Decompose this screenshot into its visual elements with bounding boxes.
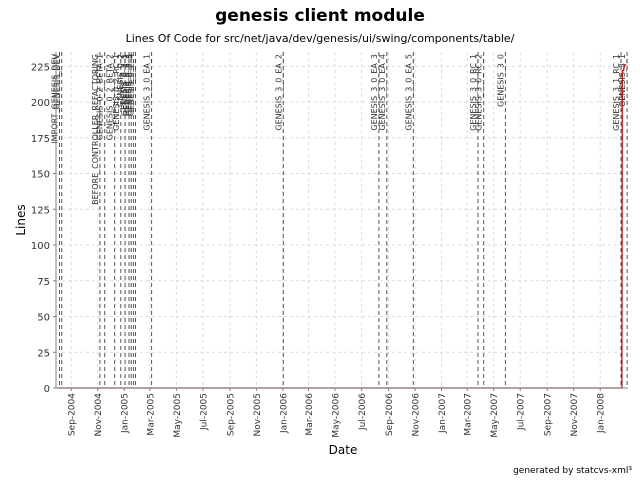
y-tick-label: 75 (37, 277, 50, 288)
annotation-label: GENESIS_0_2_RC_1 (112, 54, 121, 131)
x-tick-label: Jan-2007 (438, 393, 448, 434)
annotation-label: GENESIS_3_0_EA_1 (143, 54, 152, 131)
y-tick-label: 150 (31, 170, 50, 181)
annotation-label: IMPORT_GENESIS_DEV (51, 53, 60, 143)
annotation-label: BEFORE_CONTROLLER_REFACTORING (91, 54, 100, 205)
annotation-label: GENESIS_3_1_RC_1 (612, 54, 621, 131)
y-tick-label: 0 (44, 384, 50, 395)
annotation-label: GENESIS_0_2_3 (124, 54, 133, 116)
annotation-label: GENESIS_0_2_1 (120, 54, 129, 116)
x-tick-label: Mar-2005 (146, 393, 156, 436)
x-tick-label: Sep-2004 (68, 393, 78, 436)
annotation-label: GENESIS_3_0_RC_2 (475, 54, 484, 131)
annotation-label: GENESIS_0_2_4 (127, 54, 136, 116)
x-tick-label: Jan-2006 (279, 393, 289, 434)
y-tick-label: 25 (37, 348, 50, 359)
grid (56, 52, 628, 389)
y-tick-label: 100 (31, 241, 50, 252)
y-tick-label: 225 (31, 62, 50, 73)
annotation-label: GENESIS_3_0_EA_3 (370, 54, 379, 131)
x-tick-label: Jan-2008 (597, 393, 607, 434)
annotation-label: GENESIS_3_0 (496, 54, 505, 107)
x-tick-label: Sep-2007 (544, 393, 554, 436)
x-ticks: Sep-2004 Nov-2004 Jan-2005 Mar-2005 May-2005… (68, 388, 607, 438)
annotation-label: GENESIS_3_0_EA_4 (378, 54, 387, 131)
x-tick-label: Mar-2007 (464, 393, 474, 436)
y-tick-label: 125 (31, 205, 50, 216)
x-tick-label: Mar-2006 (305, 393, 315, 436)
x-tick-label: May-2006 (332, 393, 342, 438)
x-tick-label: Nov-2007 (570, 393, 580, 436)
annotation-label: GENESIS_0_2_2 (122, 54, 131, 116)
x-tick-label: May-2007 (490, 393, 500, 438)
x-tick-label: Jan-2005 (121, 393, 131, 434)
annotation-label: GENESIS_DEV (53, 53, 62, 109)
annotation-label: GENESIS_0_2 (116, 54, 125, 107)
y-tick-label: 50 (37, 313, 50, 324)
x-tick-label: May-2005 (173, 393, 183, 438)
x-axis-label: Date (329, 443, 358, 457)
axes (55, 52, 628, 389)
y-axis-label: Lines (14, 204, 28, 235)
annotation-label: GENESIS_0_2_BETA_1 (96, 54, 105, 140)
x-tick-label: Nov-2006 (412, 393, 422, 437)
annotation-label: GENESIS_3_0_RC_1 (469, 54, 478, 131)
y-tick-label: 175 (31, 134, 50, 145)
y-ticks: 0 25 50 75 100 125 150 175 200 225 (31, 62, 56, 395)
x-tick-label: Sep-2005 (226, 393, 236, 436)
x-tick-label: Nov-2004 (94, 393, 104, 437)
annotation-label: GENESIS_3_0_EA_2 (274, 54, 283, 131)
y-tick-label: 200 (31, 98, 50, 109)
x-tick-label: Jul-2007 (517, 393, 527, 431)
x-tick-label: Jul-2006 (358, 393, 368, 431)
annotation-label: GENESIS_3_0_EA_5 (404, 54, 413, 131)
x-tick-label: Jul-2005 (199, 393, 209, 431)
chart-subtitle: Lines Of Code for src/net/java/dev/genes… (125, 32, 515, 45)
x-tick-label: Sep-2006 (385, 393, 395, 436)
footer-credit: generated by statcvs-xml³ (513, 466, 632, 476)
annotation-label: GENESIS_0_2_BETA_2 (106, 54, 115, 140)
chart-title: genesis client module (215, 6, 425, 26)
x-tick-label: Nov-2005 (253, 393, 263, 436)
